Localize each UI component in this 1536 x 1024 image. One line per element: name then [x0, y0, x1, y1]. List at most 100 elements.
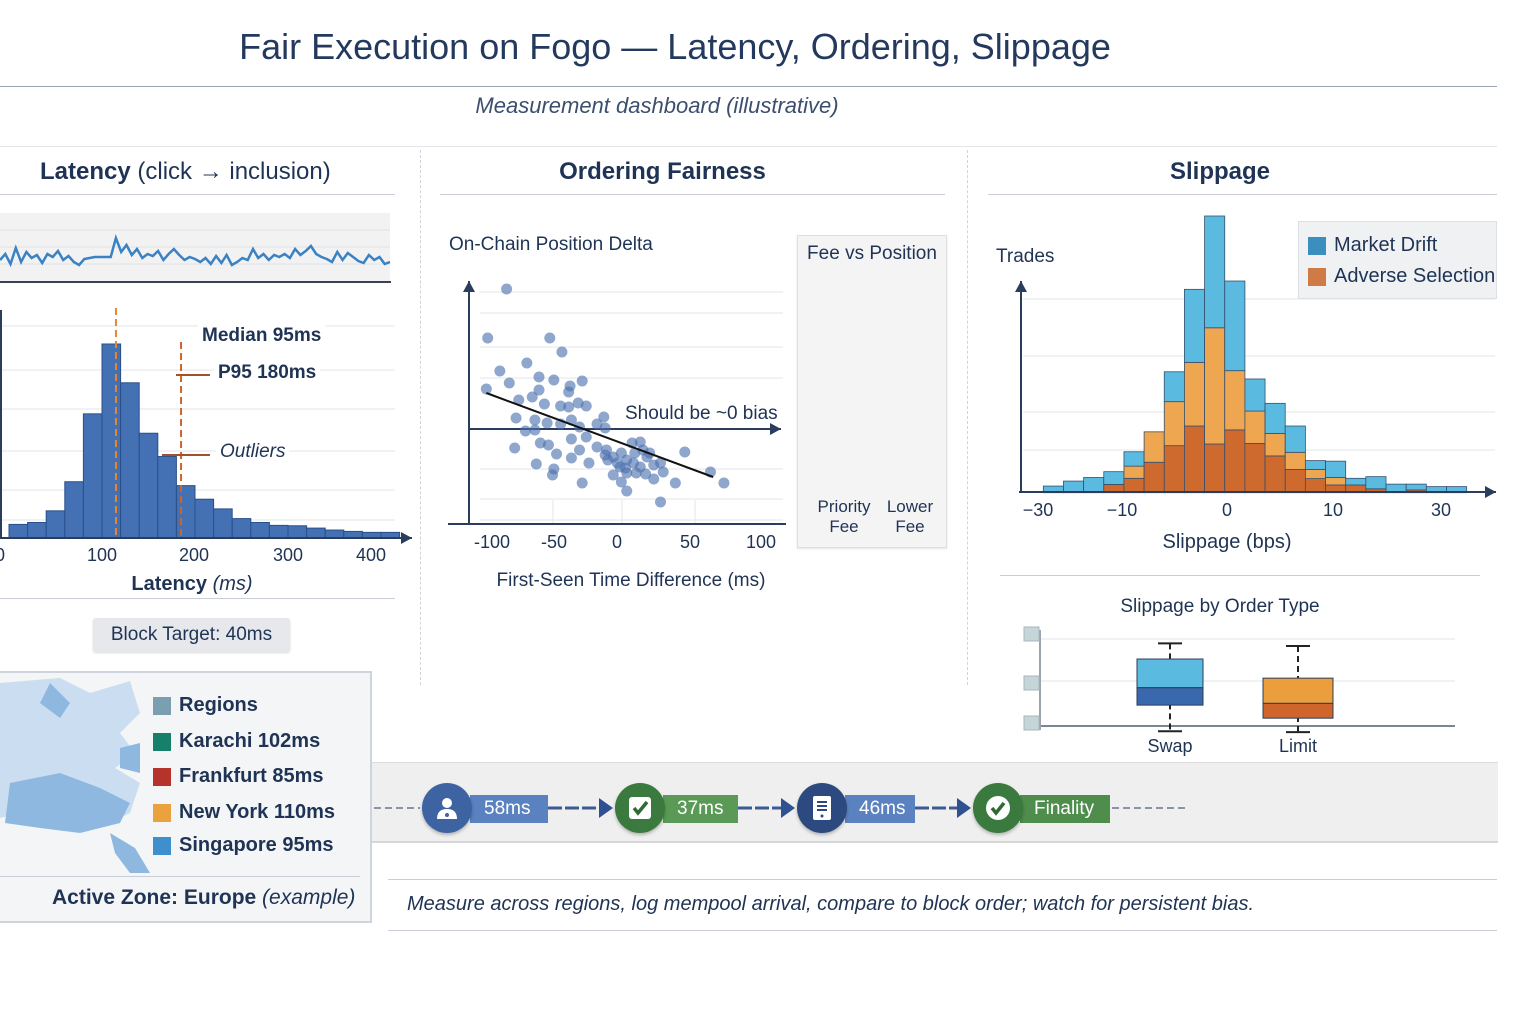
scatter-x-tick: -100	[473, 532, 511, 552]
latency-x-label: Latency (ms)	[131, 573, 253, 595]
scatter-point	[520, 425, 531, 437]
scatter-x-tick: 100	[745, 532, 777, 552]
slippage-bar-segment	[1063, 480, 1085, 494]
latency-bar	[64, 481, 84, 539]
scatter-point	[611, 457, 623, 469]
boxplot-x-tick: Limit	[1278, 736, 1318, 756]
slippage-bar-segment	[1163, 445, 1185, 494]
scatter-point	[503, 377, 515, 389]
slippage-x-axis-head	[1485, 486, 1496, 498]
scatter-x-label: First-Seen Time Difference (ms)	[496, 570, 766, 591]
scatter-point	[548, 374, 560, 386]
legend-item-market-drift: Market Drift	[1308, 234, 1437, 257]
scatter-point	[541, 417, 553, 429]
bias-annotation: Should be ~0 bias	[625, 403, 778, 424]
scatter-point	[580, 431, 592, 443]
boxplot-y-tick-marker	[1023, 626, 1040, 642]
scatter-point	[542, 439, 554, 451]
latency-x-tick: 300	[272, 545, 304, 565]
scatter-point	[521, 357, 533, 369]
slippage-bar-segment	[1083, 477, 1105, 494]
slippage-x-tick: −10	[1106, 500, 1138, 520]
scatter-point	[482, 332, 494, 344]
latency-bar	[120, 382, 140, 539]
zero-bias-axis-head	[770, 423, 781, 435]
slippage-bar-segment	[1345, 477, 1367, 486]
check-circle-icon	[983, 793, 1013, 823]
slippage-bar-segment	[1325, 460, 1347, 478]
legend-item-frankfurt: Frankfurt 85ms	[153, 765, 324, 788]
user-icon	[434, 795, 460, 821]
legend-swatch	[153, 696, 171, 715]
scatter-point	[526, 391, 538, 403]
boxplot-box-lower	[1262, 702, 1334, 719]
slippage-bar-segment	[1143, 461, 1165, 494]
slippage-bar-segment	[1284, 469, 1306, 494]
legend-swatch	[1308, 267, 1326, 286]
legend-item-new-york: New York 110ms	[153, 801, 335, 824]
slippage-x-tick: 30	[1430, 500, 1452, 520]
slippage-bar-segment	[1365, 476, 1387, 490]
slippage-bar-segment	[1304, 460, 1326, 470]
p95-annotation: P95 180ms	[214, 362, 321, 384]
slippage-bar-segment	[1325, 477, 1347, 486]
ordering-section-title: Ordering Fairness	[559, 158, 766, 185]
pipeline-step-label: Finality	[1020, 795, 1110, 823]
slippage-bar-segment	[1163, 401, 1185, 447]
slippage-x-label: Slippage (bps)	[1162, 531, 1292, 553]
slippage-bar-segment	[1284, 425, 1306, 453]
slippage-bar-segment	[1264, 433, 1286, 457]
footer-divider	[388, 930, 1497, 931]
slippage-bar-segment	[1264, 455, 1286, 494]
scatter-x-tick: -50	[540, 532, 568, 552]
pipeline-step-label: 58ms	[470, 795, 548, 823]
scatter-point	[533, 371, 545, 383]
scatter-point	[480, 383, 492, 395]
slippage-bar-segment	[1405, 483, 1427, 491]
boxplot-title: Slippage by Order Type	[1120, 596, 1320, 617]
slippage-bar-segment	[1184, 288, 1205, 363]
slippage-bar-segment	[1204, 443, 1226, 494]
legend-swatch	[153, 803, 171, 822]
scatter-point	[615, 476, 627, 488]
scatter-point	[602, 454, 614, 466]
slippage-bar-segment	[1224, 280, 1246, 372]
europe-map	[0, 678, 150, 873]
latency-x-tick: 200	[178, 545, 210, 565]
scatter-point	[501, 283, 513, 295]
scatter-point	[621, 485, 633, 497]
document-icon	[810, 794, 834, 822]
legend-swatch	[153, 732, 171, 751]
pipeline-step-node	[973, 783, 1023, 833]
region-map-panel	[0, 671, 372, 923]
block-target-badge: Block Target: 40ms	[93, 618, 290, 652]
slippage-bar-segment	[1244, 443, 1266, 494]
slippage-bar-segment	[1143, 431, 1165, 463]
slippage-bar-segment	[1103, 471, 1125, 485]
sparkline-line	[0, 233, 391, 268]
scatter-x-tick: 0	[611, 532, 623, 552]
scatter-point	[563, 386, 575, 398]
slippage-bar-segment	[1264, 402, 1286, 434]
scatter-point	[576, 375, 588, 387]
scatter-point	[679, 446, 691, 458]
latency-bar	[324, 529, 345, 539]
latency-bar	[231, 518, 252, 539]
footer-divider	[388, 879, 1497, 880]
fee-vs-position-panel	[797, 235, 947, 548]
latency-x-tick: 0	[0, 545, 5, 566]
trend-line	[486, 392, 714, 478]
scatter-title: On-Chain Position Delta	[449, 234, 653, 255]
scatter-point	[669, 477, 681, 489]
slippage-y-axis-head	[1015, 281, 1027, 292]
scatter-point	[494, 365, 506, 377]
legend-item-adverse-selection: Adverse Selection	[1308, 265, 1495, 288]
slippage-bar-segment	[1204, 327, 1226, 445]
outliers-annotation: Outliers	[216, 441, 290, 463]
scatter-point	[576, 477, 588, 489]
boxplot-box-upper	[1262, 677, 1334, 704]
scatter-point	[598, 411, 610, 423]
scatter-point	[538, 398, 550, 410]
scatter-point	[563, 401, 575, 413]
scatter-point	[513, 394, 525, 406]
